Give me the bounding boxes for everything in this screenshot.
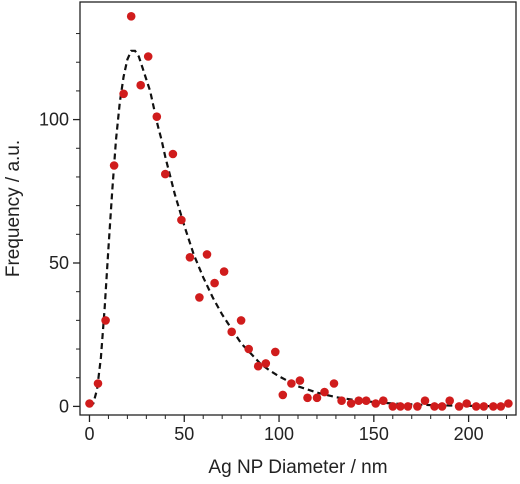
data-point (227, 327, 236, 337)
data-point (168, 149, 178, 159)
data-point (195, 293, 204, 302)
data-point (420, 396, 430, 406)
data-point (177, 215, 186, 225)
data-point (126, 11, 136, 21)
data-point (462, 399, 472, 408)
plot-frame (79, 1, 517, 416)
data-point (85, 399, 94, 408)
data-point (236, 316, 246, 325)
data-point (93, 379, 103, 388)
data-point (261, 359, 271, 368)
data-point (403, 402, 413, 411)
data-point (210, 278, 219, 288)
data-point (437, 402, 447, 411)
y-axis-title: Frequency / a.u. (3, 140, 24, 277)
data-point (185, 252, 195, 262)
data-point (244, 344, 253, 354)
data-point (371, 399, 381, 408)
data-point (109, 161, 119, 170)
data-point (303, 393, 312, 403)
data-point (161, 169, 170, 179)
data-point (152, 112, 162, 121)
x-tick-label: 150 (359, 424, 389, 444)
data-point (430, 402, 439, 411)
data-point (320, 387, 329, 397)
data-point (413, 402, 422, 411)
data-point (454, 402, 464, 411)
data-point (396, 402, 405, 411)
axes: 0 50 100 150 200 0 50 100 (39, 1, 517, 444)
fit-curve (88, 49, 507, 408)
y-tick-label: 50 (49, 253, 69, 273)
plot-area (85, 11, 513, 411)
data-point (253, 361, 263, 371)
data-point (337, 396, 346, 406)
y-tick-label: 100 (39, 110, 69, 130)
data-point (388, 402, 398, 411)
data-point (271, 347, 280, 357)
x-tick-label: 0 (84, 424, 94, 444)
data-point (136, 80, 145, 90)
data-point (329, 379, 339, 388)
data-point (101, 316, 110, 325)
data-point (496, 402, 506, 411)
data-point (489, 402, 498, 411)
data-point (278, 390, 288, 400)
data-point (479, 402, 489, 411)
data-point (219, 267, 229, 276)
data-point (287, 379, 296, 388)
data-point (312, 393, 322, 403)
x-tick-label: 200 (454, 424, 484, 444)
data-point (202, 250, 212, 259)
data-point (295, 376, 305, 385)
data-point (379, 396, 388, 406)
y-tick-label: 0 (59, 396, 69, 416)
data-point (471, 402, 481, 411)
x-axis-title: Ag NP Diameter / nm (208, 457, 387, 478)
data-point (119, 89, 128, 99)
x-tick-label: 100 (264, 424, 294, 444)
data-point (504, 399, 513, 408)
data-point (445, 396, 455, 406)
data-point (346, 399, 356, 408)
data-point (354, 396, 364, 406)
x-tick-label: 50 (174, 424, 194, 444)
data-point (361, 396, 371, 406)
data-point (143, 52, 153, 61)
